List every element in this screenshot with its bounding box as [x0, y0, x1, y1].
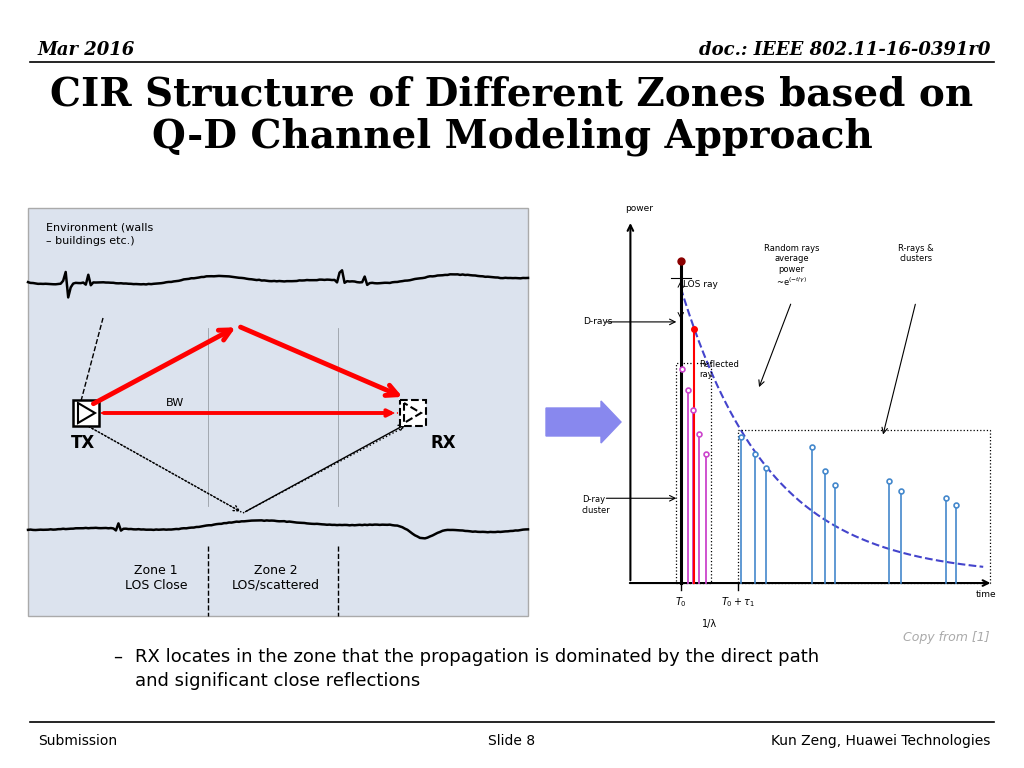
- Text: Copy from [1]: Copy from [1]: [903, 631, 990, 644]
- Bar: [676, 362, 711, 583]
- Text: Kun Zeng, Huawei Technologies: Kun Zeng, Huawei Technologies: [771, 734, 990, 748]
- Text: CIR Structure of Different Zones based on: CIR Structure of Different Zones based o…: [50, 75, 974, 113]
- Text: D-ray
cluster: D-ray cluster: [582, 495, 610, 515]
- Text: LOS Close: LOS Close: [125, 579, 187, 592]
- Polygon shape: [404, 403, 421, 423]
- Text: Slide 8: Slide 8: [488, 734, 536, 748]
- Text: Environment (walls: Environment (walls: [46, 222, 154, 232]
- Text: Mar 2016: Mar 2016: [38, 41, 135, 59]
- Text: $T_0+\tau_1$: $T_0+\tau_1$: [721, 595, 755, 609]
- Text: time: time: [976, 590, 996, 599]
- Bar: [28, 208, 528, 616]
- Text: TX: TX: [71, 434, 95, 452]
- Text: 1/λ: 1/λ: [701, 619, 717, 629]
- Text: RX: RX: [431, 434, 457, 452]
- Text: power: power: [626, 204, 653, 214]
- Text: BW: BW: [166, 398, 184, 408]
- Text: Zone 1: Zone 1: [134, 564, 178, 577]
- Polygon shape: [78, 403, 95, 423]
- Text: D-rays: D-rays: [584, 317, 612, 326]
- Text: Q-D Channel Modeling Approach: Q-D Channel Modeling Approach: [152, 118, 872, 157]
- Bar: [400, 400, 426, 426]
- Bar: [73, 400, 99, 426]
- Text: LOS/scattered: LOS/scattered: [232, 579, 319, 592]
- Text: RX locates in the zone that the propagation is dominated by the direct path: RX locates in the zone that the propagat…: [135, 648, 819, 666]
- Text: –: –: [114, 648, 123, 666]
- Text: Zone 2: Zone 2: [254, 564, 298, 577]
- Text: R-rays &
clusters: R-rays & clusters: [898, 244, 934, 263]
- Text: Reflected
ray: Reflected ray: [699, 359, 739, 379]
- Text: $T_0$: $T_0$: [675, 595, 687, 609]
- Text: doc.: IEEE 802.11-16-0391r0: doc.: IEEE 802.11-16-0391r0: [698, 41, 990, 59]
- Bar: [738, 430, 990, 583]
- Text: and significant close reflections: and significant close reflections: [135, 672, 420, 690]
- Text: Random rays
average
power
~e$^{(-t/γ)}$: Random rays average power ~e$^{(-t/γ)}$: [764, 244, 819, 288]
- FancyArrow shape: [546, 401, 621, 443]
- Text: – buildings etc.): – buildings etc.): [46, 236, 134, 246]
- Text: Submission: Submission: [38, 734, 117, 748]
- Text: LOS ray: LOS ray: [683, 280, 719, 289]
